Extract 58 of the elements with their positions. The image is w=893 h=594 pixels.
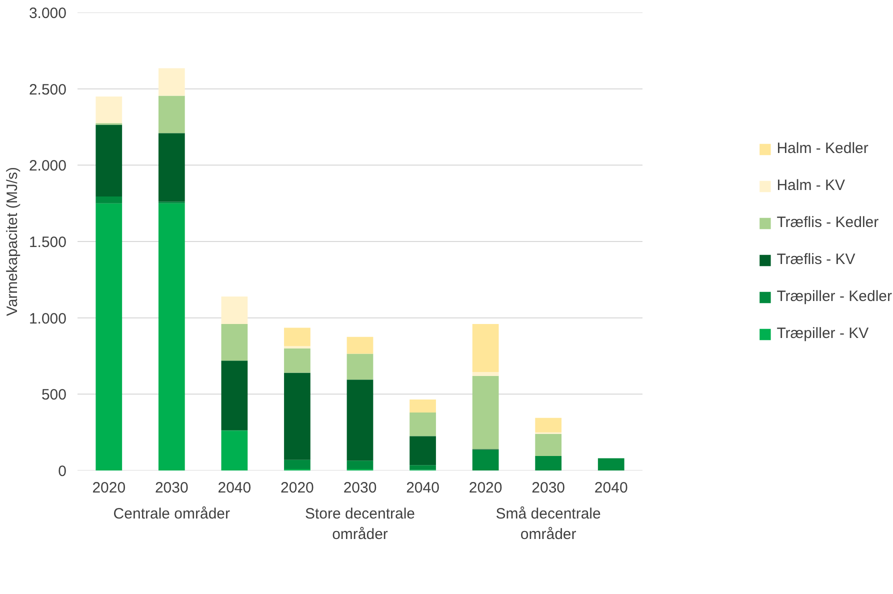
bar	[410, 412, 436, 436]
text: Store decentrale områder	[304, 506, 416, 543]
bar	[221, 296, 248, 324]
legend-label: Træflis - Kedler	[776, 214, 879, 231]
y-axis-title: Varmekapacitet (MJ/s)	[4, 167, 21, 316]
x-tick-label: 2020	[92, 480, 126, 496]
bar	[158, 96, 185, 134]
bar	[472, 376, 499, 450]
bar	[284, 328, 310, 346]
legend-label: Træflis - KV	[776, 251, 856, 268]
bar	[535, 434, 562, 456]
legend-label: Halm - Kedler	[776, 140, 868, 157]
y-tick-label: 3.000	[28, 5, 67, 22]
y-tick-label: 0	[58, 463, 66, 480]
bar	[472, 324, 499, 372]
bar	[158, 68, 185, 96]
bar	[346, 354, 374, 380]
bar	[346, 380, 374, 461]
legend-label: Træpiller - KV	[776, 325, 869, 342]
bar	[346, 336, 374, 354]
x-tick-label: 2040	[594, 480, 628, 496]
bar	[346, 460, 374, 469]
bar	[472, 372, 499, 376]
bar	[535, 456, 562, 470]
bar	[598, 458, 624, 470]
y-tick-label: 2.500	[28, 81, 67, 98]
bar	[96, 196, 122, 204]
bar	[221, 324, 248, 361]
bar	[96, 203, 122, 470]
x-tick-label: 2040	[406, 480, 440, 496]
bar	[284, 348, 310, 373]
x-tick-label: 2020	[468, 480, 502, 496]
bar	[284, 372, 310, 460]
x-tick-label: 2030	[343, 480, 377, 496]
x-tick-label: 2020	[280, 480, 314, 496]
bar	[410, 436, 436, 466]
bar	[410, 465, 436, 470]
bar	[410, 400, 436, 412]
bar	[96, 96, 122, 124]
y-tick-label: 1.000	[28, 310, 67, 328]
bar	[221, 430, 248, 470]
x-tick-label: 2030	[532, 480, 566, 496]
bar	[158, 203, 185, 470]
text: Centrale områder	[113, 506, 230, 522]
x-tick-label: 2030	[154, 480, 188, 496]
y-tick-label: 1.500	[28, 234, 67, 251]
legend-label: Træpiller - Kedler	[776, 288, 892, 305]
bar	[535, 418, 562, 432]
y-tick-label: 500	[41, 386, 67, 404]
bar	[472, 450, 499, 470]
bar	[284, 460, 310, 469]
text: Små decentrale områder	[496, 506, 601, 543]
legend-label: Halm - KV	[776, 177, 846, 194]
bar	[158, 133, 185, 202]
bar	[221, 360, 248, 430]
x-tick-label: 2040	[218, 480, 252, 496]
y-tick-label: 2.000	[28, 158, 67, 175]
bar	[96, 124, 122, 196]
